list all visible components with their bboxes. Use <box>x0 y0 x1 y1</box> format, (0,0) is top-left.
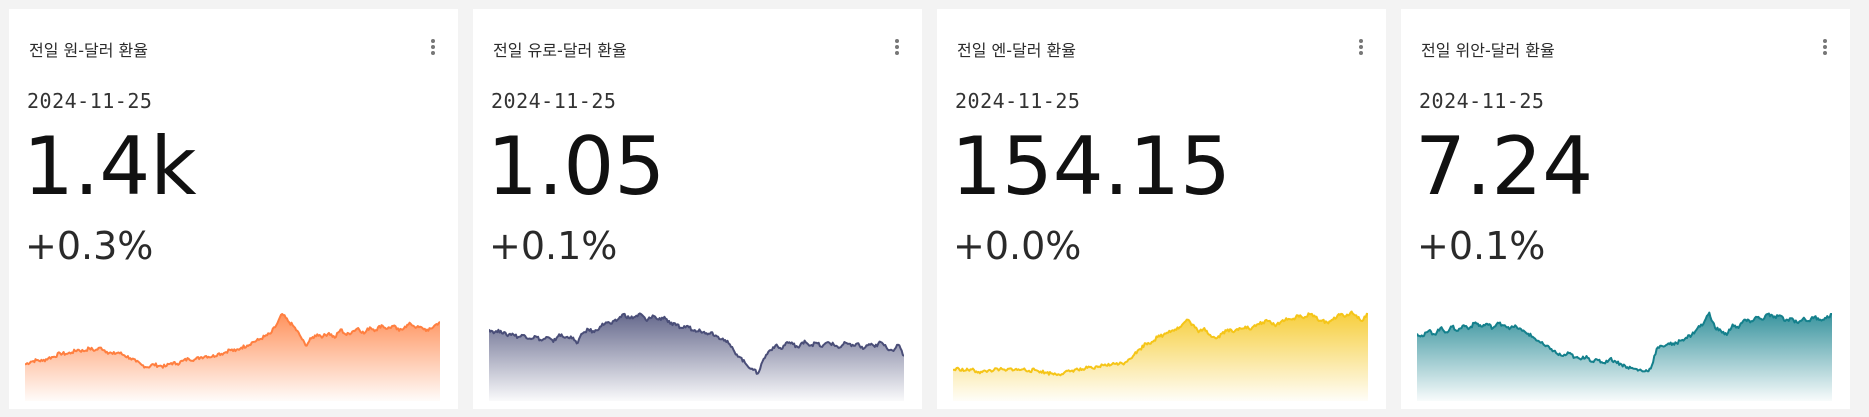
card-value: 154.15 <box>951 120 1231 213</box>
sparkline-area <box>1417 312 1832 401</box>
sparkline-area <box>25 314 440 401</box>
card-date: 2024-11-25 <box>1419 89 1545 113</box>
sparkline-chart <box>953 303 1368 401</box>
more-vert-icon[interactable] <box>1822 39 1828 59</box>
metric-card-eur-usd: 전일 유로-달러 환율 2024-11-25 1.05 +0.1% <box>473 9 922 409</box>
card-change: +0.1% <box>1417 224 1546 268</box>
sparkline-chart <box>489 303 904 401</box>
sparkline-area <box>953 311 1368 401</box>
sparkline-svg <box>489 312 904 401</box>
sparkline-svg <box>25 313 440 401</box>
card-date: 2024-11-25 <box>955 89 1081 113</box>
card-date: 2024-11-25 <box>27 89 153 113</box>
more-vert-icon[interactable] <box>894 39 900 59</box>
card-value: 1.05 <box>487 120 666 213</box>
metric-card-jpy-usd: 전일 엔-달러 환율 2024-11-25 154.15 +0.0% <box>937 9 1386 409</box>
card-value: 7.24 <box>1415 120 1594 213</box>
card-title: 전일 엔-달러 환율 <box>957 41 1076 60</box>
sparkline-line <box>953 310 1368 377</box>
card-change: +0.0% <box>953 224 1082 268</box>
card-title: 전일 유로-달러 환율 <box>493 41 627 60</box>
card-change: +0.3% <box>25 224 154 268</box>
sparkline-line <box>25 313 440 369</box>
sparkline-svg <box>953 310 1368 401</box>
sparkline-svg <box>1417 311 1832 401</box>
more-vert-icon[interactable] <box>1358 39 1364 59</box>
card-change: +0.1% <box>489 224 618 268</box>
metric-card-cny-usd: 전일 위안-달러 환율 2024-11-25 7.24 +0.1% <box>1401 9 1850 409</box>
sparkline-line <box>1417 311 1832 373</box>
sparkline-area <box>489 313 904 401</box>
more-vert-icon[interactable] <box>430 39 436 59</box>
sparkline-line <box>489 312 904 375</box>
card-title: 전일 원-달러 환율 <box>29 41 148 60</box>
card-title: 전일 위안-달러 환율 <box>1421 41 1555 60</box>
metric-card-krw-usd: 전일 원-달러 환율 2024-11-25 1.4k +0.3% <box>9 9 458 409</box>
card-date: 2024-11-25 <box>491 89 617 113</box>
card-value: 1.4k <box>23 120 197 213</box>
sparkline-chart <box>1417 303 1832 401</box>
sparkline-chart <box>25 303 440 401</box>
